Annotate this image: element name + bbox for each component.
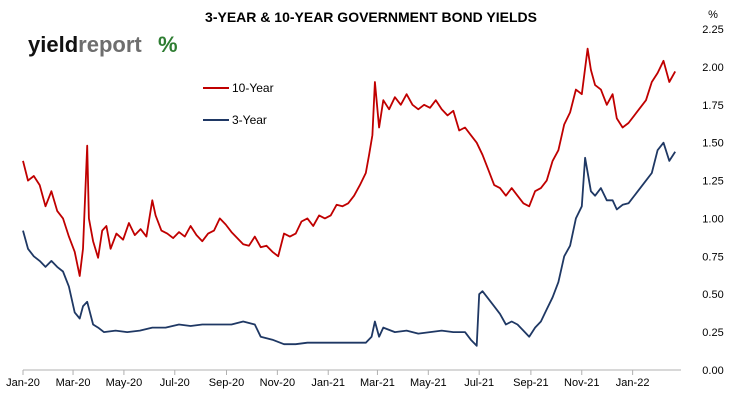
legend: 10-Year 3-Year <box>203 81 274 127</box>
y-tick-label: 1.25 <box>702 176 723 188</box>
axes: 2.25 2.00 1.75 1.50 1.25 1.00 0.75 0.50 0.25 0.00… <box>6 24 724 389</box>
x-tick-label: Sep-21 <box>513 377 548 389</box>
y-tick-label: 1.50 <box>702 138 723 150</box>
x-tick-label: May-21 <box>410 377 447 389</box>
x-tick-label: Jan-21 <box>311 377 345 389</box>
y-tick-label: 2.25 <box>702 24 723 36</box>
x-tick-label: Jan-22 <box>616 377 650 389</box>
x-tick-label: Jul-21 <box>464 377 494 389</box>
svg-text:yieldreport: yieldreport <box>28 32 142 57</box>
logo-word-yield: yield <box>28 32 78 57</box>
x-tick-label: Jul-20 <box>160 377 190 389</box>
x-tick-label: Mar-21 <box>360 377 395 389</box>
y-axis-unit: % <box>708 9 718 21</box>
chart-title: 3-YEAR & 10-YEAR GOVERNMENT BOND YIELDS <box>205 9 537 25</box>
x-tick-label: Nov-21 <box>564 377 599 389</box>
x-tick-label: Jan-20 <box>6 377 40 389</box>
series-layer <box>22 47 676 347</box>
y-tick-label: 0.25 <box>702 327 723 339</box>
legend-label-3-year: 3-Year <box>232 113 267 127</box>
y-tick-label: 1.00 <box>702 213 723 225</box>
series-line-10-year <box>22 47 676 277</box>
x-tick-label: Mar-20 <box>56 377 91 389</box>
series-line-3-year <box>22 141 676 347</box>
y-tick-label: 1.75 <box>702 100 723 112</box>
y-tick-label: 0.50 <box>702 289 723 301</box>
x-tick-label: Sep-20 <box>209 377 244 389</box>
y-tick-label: 0.00 <box>702 365 723 377</box>
x-tick-label: Nov-20 <box>260 377 295 389</box>
y-tick-label: 0.75 <box>702 251 723 263</box>
logo: yieldreport % <box>28 32 178 57</box>
logo-word-report: report <box>78 32 142 57</box>
legend-label-10-year: 10-Year <box>232 81 274 95</box>
x-tick-label: May-20 <box>106 377 143 389</box>
logo-percent-icon: % <box>158 32 178 57</box>
y-tick-label: 2.00 <box>702 62 723 74</box>
